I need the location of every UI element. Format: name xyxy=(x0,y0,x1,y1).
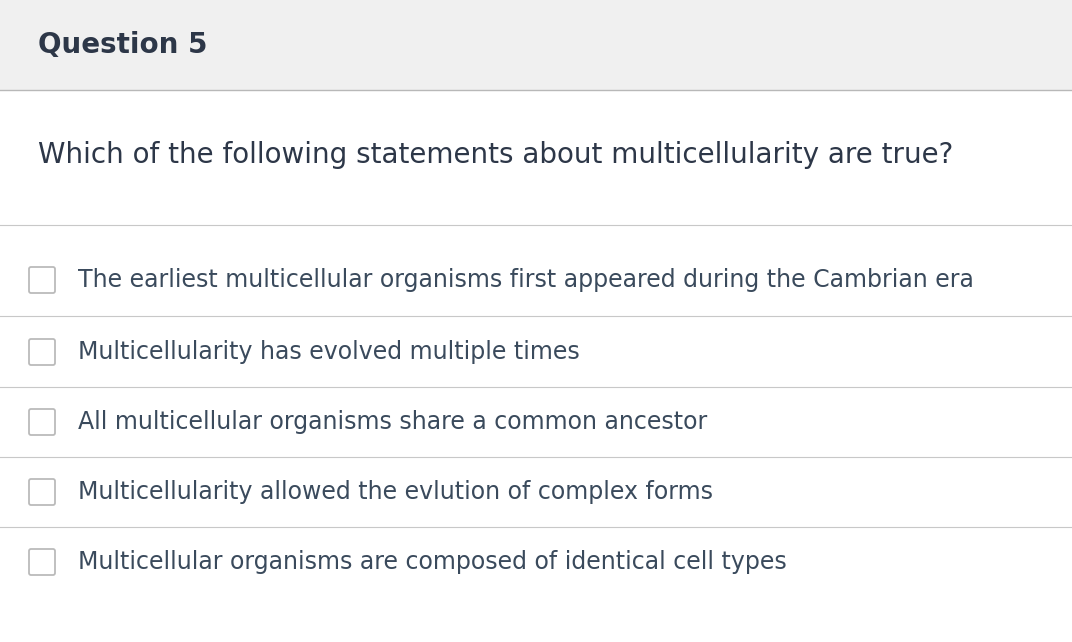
Text: The earliest multicellular organisms first appeared during the Cambrian era: The earliest multicellular organisms fir… xyxy=(78,268,973,292)
FancyBboxPatch shape xyxy=(29,479,55,505)
Text: All multicellular organisms share a common ancestor: All multicellular organisms share a comm… xyxy=(78,410,708,434)
FancyBboxPatch shape xyxy=(29,267,55,293)
Text: Question 5: Question 5 xyxy=(38,31,208,59)
Text: Multicellularity has evolved multiple times: Multicellularity has evolved multiple ti… xyxy=(78,340,580,364)
Text: Which of the following statements about multicellularity are true?: Which of the following statements about … xyxy=(38,141,953,169)
Bar xyxy=(0,0,1072,90)
FancyBboxPatch shape xyxy=(29,409,55,435)
FancyBboxPatch shape xyxy=(29,339,55,365)
Text: Multicellularity allowed the evlution of complex forms: Multicellularity allowed the evlution of… xyxy=(78,480,713,504)
FancyBboxPatch shape xyxy=(29,549,55,575)
Text: Multicellular organisms are composed of identical cell types: Multicellular organisms are composed of … xyxy=(78,550,787,574)
